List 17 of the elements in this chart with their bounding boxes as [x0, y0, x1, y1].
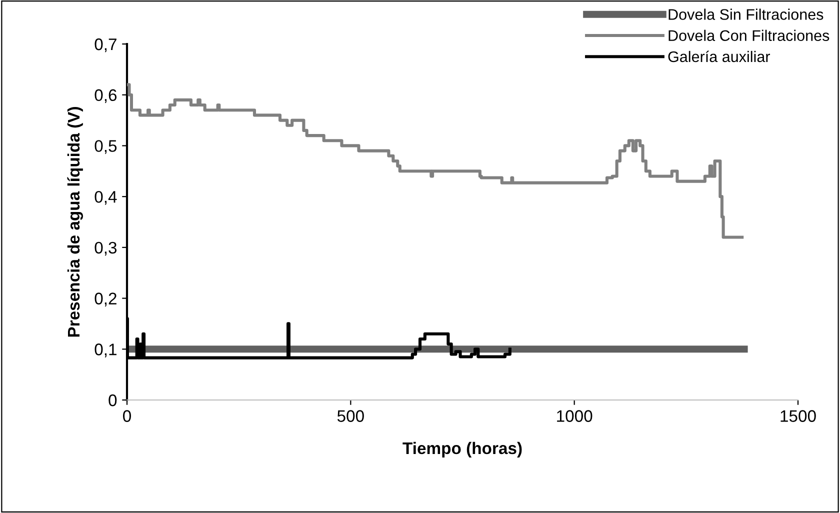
- y-tick-label: 0,1: [94, 344, 116, 358]
- y-tick-label: 0,2: [94, 292, 116, 306]
- x-tick-label: 1000: [557, 410, 592, 422]
- x-tick-label: 1500: [780, 410, 816, 422]
- x-axis-title: Tiempo (horas): [402, 442, 522, 458]
- legend-label: Dovela Sin Filtraciones: [668, 8, 824, 20]
- y-tick-label: 0,3: [94, 242, 117, 256]
- y-tick-label: 0: [108, 394, 117, 406]
- y-tick-label: 0,6: [94, 89, 117, 104]
- y-tick-label: 0,7: [94, 38, 116, 52]
- x-tick-label: 500: [337, 410, 364, 422]
- legend-label: Galería auxiliar: [668, 50, 770, 62]
- x-tick-label: 0: [123, 410, 131, 422]
- y-tick-label: 0,4: [94, 190, 117, 205]
- y-tick-label: 0,5: [94, 140, 117, 154]
- y-axis-title: Presencia de agua líquida (V): [67, 107, 83, 337]
- legend-label: Dovela Con Filtraciones: [668, 30, 830, 42]
